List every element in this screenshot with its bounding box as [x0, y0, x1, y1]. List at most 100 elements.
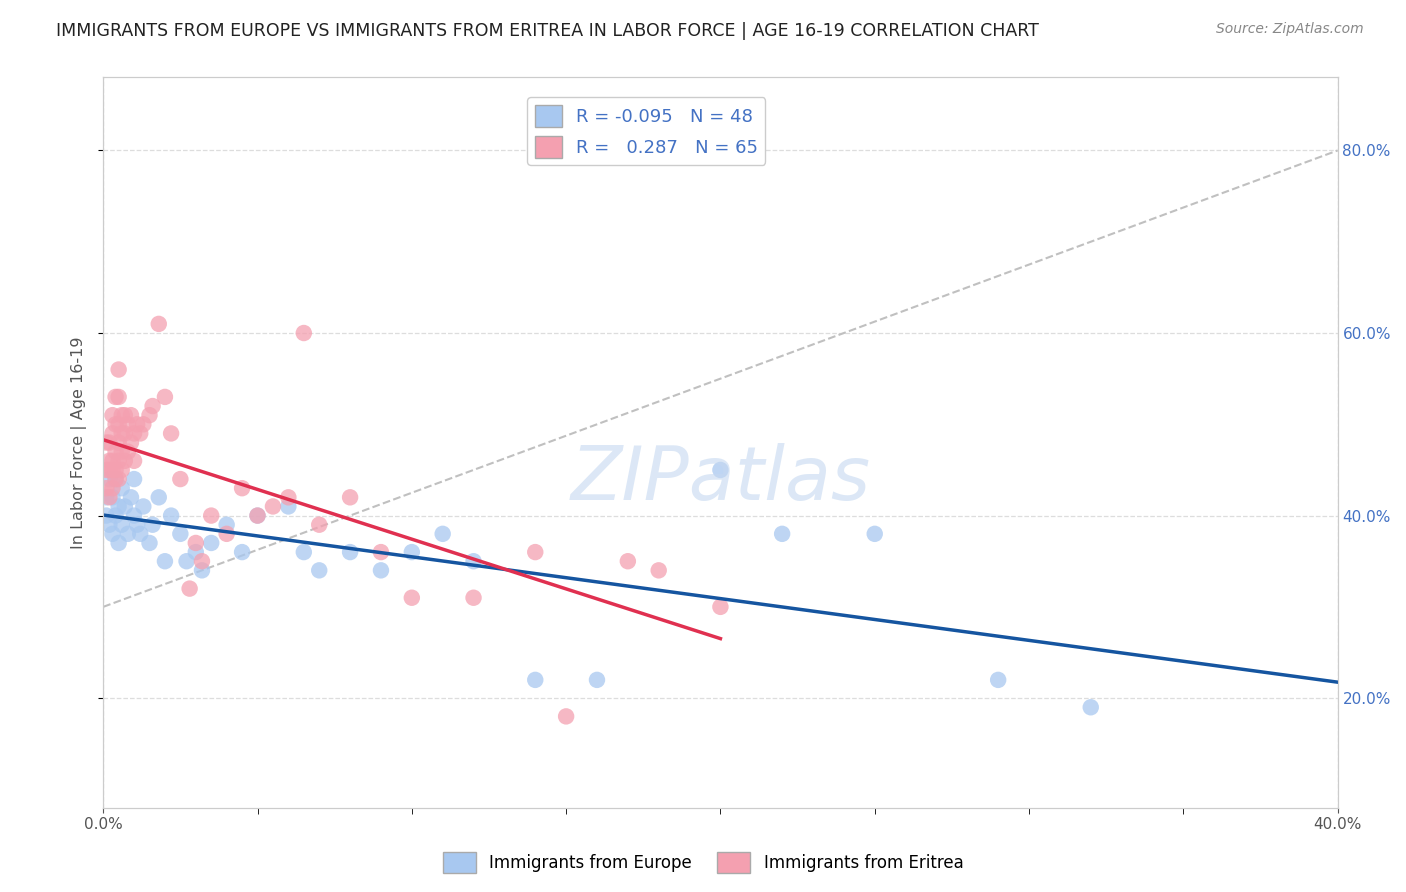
- Point: [101, 463, 124, 477]
- Point: [148, 317, 170, 331]
- Point: [122, 426, 145, 441]
- Point: [142, 517, 165, 532]
- Point: [555, 709, 578, 723]
- Point: [308, 517, 330, 532]
- Point: [339, 545, 361, 559]
- Text: Source: ZipAtlas.com: Source: ZipAtlas.com: [1216, 22, 1364, 37]
- Point: [117, 417, 139, 432]
- Point: [104, 472, 127, 486]
- Point: [339, 491, 361, 505]
- Point: [184, 536, 207, 550]
- Point: [127, 417, 149, 432]
- Point: [246, 508, 269, 523]
- Point: [153, 554, 176, 568]
- Point: [463, 554, 485, 568]
- Point: [114, 454, 136, 468]
- Point: [117, 444, 139, 458]
- Point: [122, 454, 145, 468]
- Point: [111, 481, 134, 495]
- Point: [101, 526, 124, 541]
- Point: [98, 435, 121, 450]
- Point: [98, 454, 121, 468]
- Point: [129, 526, 152, 541]
- Point: [432, 526, 454, 541]
- Point: [129, 426, 152, 441]
- Point: [107, 536, 129, 550]
- Point: [101, 408, 124, 422]
- Point: [111, 408, 134, 422]
- Point: [114, 408, 136, 422]
- Point: [107, 390, 129, 404]
- Point: [262, 500, 284, 514]
- Point: [104, 508, 127, 523]
- Point: [176, 554, 198, 568]
- Point: [96, 481, 118, 495]
- Point: [96, 508, 118, 523]
- Point: [370, 545, 392, 559]
- Point: [122, 472, 145, 486]
- Point: [98, 517, 121, 532]
- Point: [104, 463, 127, 477]
- Legend: R = -0.095   N = 48, R =   0.287   N = 65: R = -0.095 N = 48, R = 0.287 N = 65: [527, 97, 765, 165]
- Point: [98, 491, 121, 505]
- Y-axis label: In Labor Force | Age 16-19: In Labor Force | Age 16-19: [72, 336, 87, 549]
- Point: [132, 417, 155, 432]
- Point: [709, 599, 731, 614]
- Legend: Immigrants from Europe, Immigrants from Eritrea: Immigrants from Europe, Immigrants from …: [436, 846, 970, 880]
- Point: [138, 536, 160, 550]
- Point: [863, 526, 886, 541]
- Point: [111, 517, 134, 532]
- Point: [98, 463, 121, 477]
- Point: [987, 673, 1010, 687]
- Point: [647, 563, 669, 577]
- Point: [107, 454, 129, 468]
- Point: [617, 554, 640, 568]
- Point: [191, 554, 214, 568]
- Point: [98, 472, 121, 486]
- Point: [709, 463, 731, 477]
- Point: [169, 526, 191, 541]
- Point: [215, 526, 238, 541]
- Point: [586, 673, 609, 687]
- Point: [231, 481, 253, 495]
- Point: [96, 491, 118, 505]
- Point: [153, 390, 176, 404]
- Point: [111, 463, 134, 477]
- Point: [120, 435, 142, 450]
- Point: [160, 426, 183, 441]
- Point: [132, 500, 155, 514]
- Point: [104, 417, 127, 432]
- Point: [111, 444, 134, 458]
- Point: [770, 526, 793, 541]
- Point: [107, 362, 129, 376]
- Text: ZIPatlas: ZIPatlas: [571, 443, 870, 515]
- Point: [127, 517, 149, 532]
- Text: IMMIGRANTS FROM EUROPE VS IMMIGRANTS FROM ERITREA IN LABOR FORCE | AGE 16-19 COR: IMMIGRANTS FROM EUROPE VS IMMIGRANTS FRO…: [56, 22, 1039, 40]
- Point: [101, 481, 124, 495]
- Point: [524, 673, 547, 687]
- Point: [200, 508, 222, 523]
- Point: [107, 472, 129, 486]
- Point: [277, 491, 299, 505]
- Point: [101, 426, 124, 441]
- Point: [104, 390, 127, 404]
- Point: [292, 545, 315, 559]
- Point: [231, 545, 253, 559]
- Point: [122, 508, 145, 523]
- Point: [111, 426, 134, 441]
- Point: [104, 472, 127, 486]
- Point: [101, 454, 124, 468]
- Point: [148, 491, 170, 505]
- Point: [524, 545, 547, 559]
- Point: [160, 508, 183, 523]
- Point: [370, 563, 392, 577]
- Point: [96, 463, 118, 477]
- Point: [117, 526, 139, 541]
- Point: [1080, 700, 1102, 714]
- Point: [114, 500, 136, 514]
- Point: [200, 536, 222, 550]
- Point: [308, 563, 330, 577]
- Point: [107, 435, 129, 450]
- Point: [179, 582, 201, 596]
- Point: [184, 545, 207, 559]
